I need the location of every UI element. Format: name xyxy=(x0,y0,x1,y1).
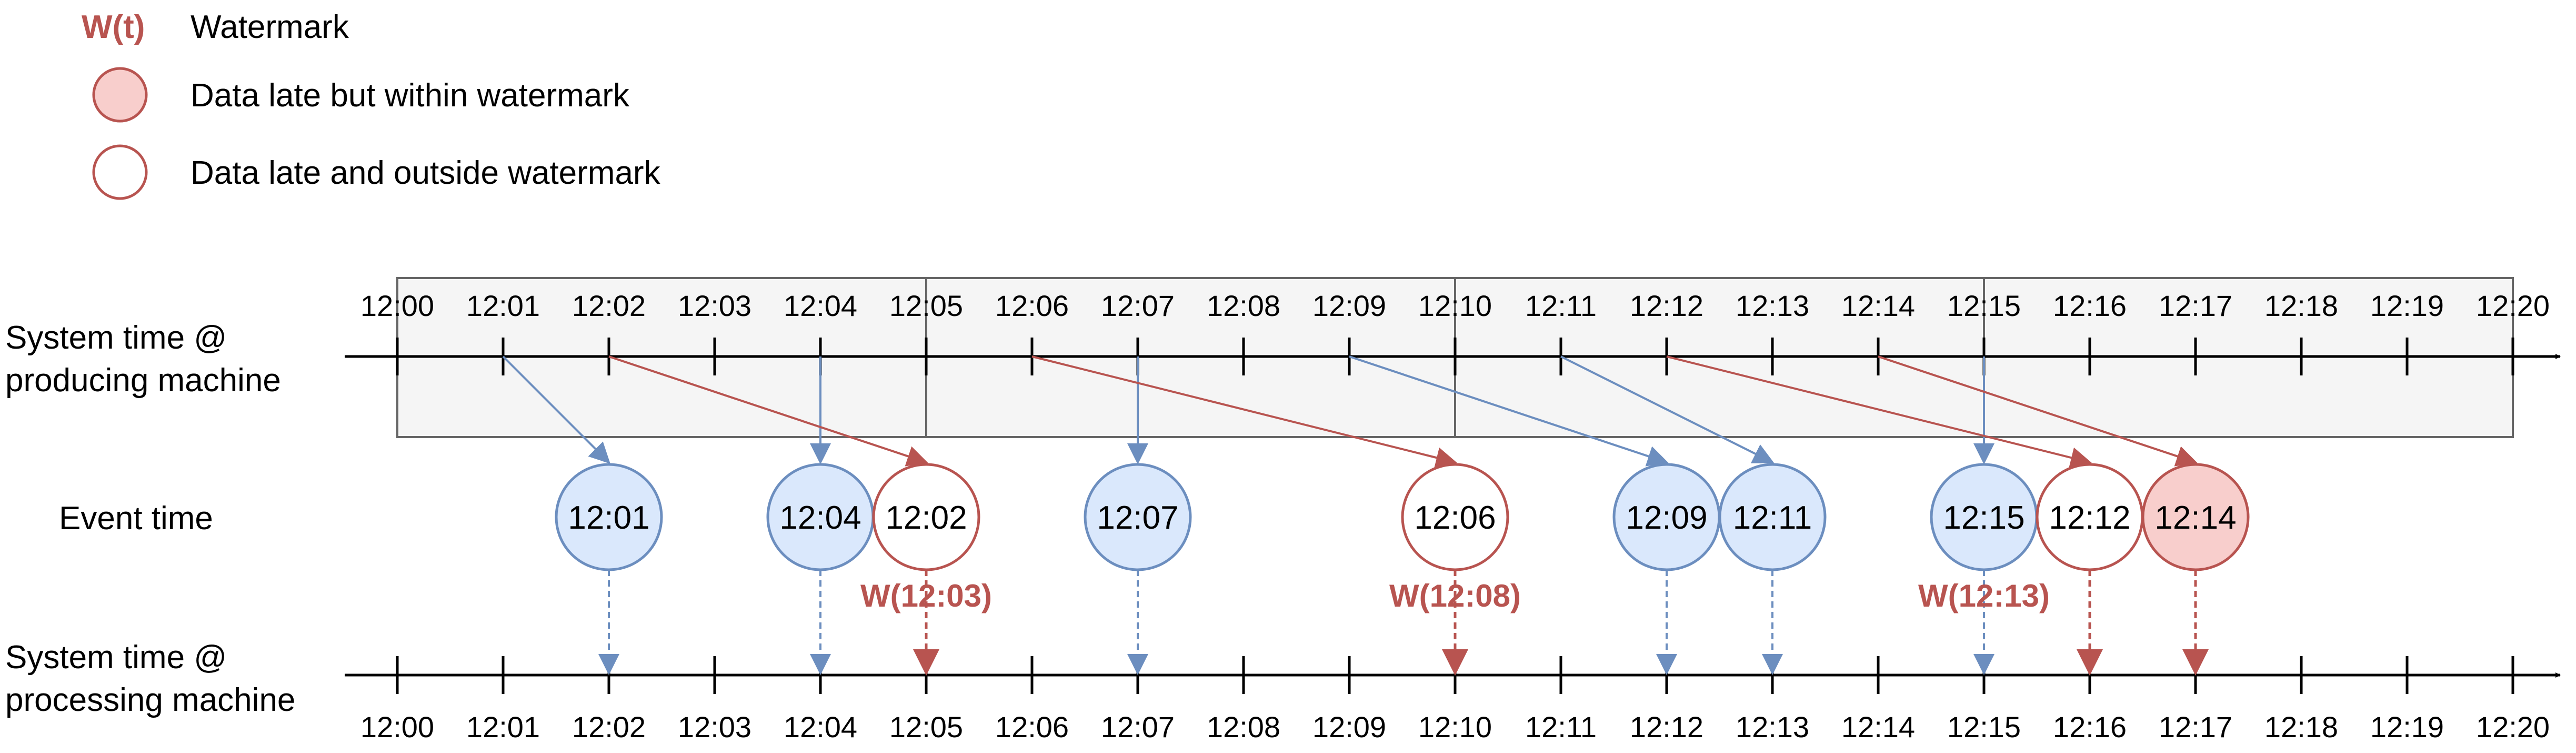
event-nodes: 12:01 12:04 12:02 12:07 12:06 12:09 12:11 12:15… xyxy=(555,463,2250,571)
producing-tick-label: 12:14 xyxy=(1841,289,1915,322)
producing-tick-label: 12:20 xyxy=(2476,289,2550,322)
producing-tick-label: 12:04 xyxy=(784,289,857,322)
producing-row-label-line2: producing machine xyxy=(5,362,281,399)
processing-row-label-line1: System time @ xyxy=(5,639,227,676)
producing-tick-label: 12:13 xyxy=(1736,289,1809,322)
emit-arrow xyxy=(1560,355,1775,463)
processing-tick-label: 12:09 xyxy=(1312,710,1386,744)
event-label: 12:15 xyxy=(1943,500,2024,536)
legend-watermark-symbol: W(t) xyxy=(82,9,145,45)
processing-tick-label: 12:05 xyxy=(889,710,963,744)
event-label: 12:11 xyxy=(1733,500,1812,536)
event-label: 12:07 xyxy=(1097,500,1178,536)
legend-late-outside-swatch xyxy=(92,144,148,200)
processing-row-label-line2: processing machine xyxy=(5,682,295,718)
event-circle xyxy=(1718,463,1827,571)
legend-late-outside-label: Data late and outside watermark xyxy=(191,155,661,191)
emit-arrow xyxy=(1349,355,1669,467)
event-circle xyxy=(1084,463,1192,571)
processing-tick-label: 12:16 xyxy=(2053,710,2127,744)
watermark-label: W(12:13) xyxy=(1918,578,2050,613)
processing-tick-label: 12:08 xyxy=(1207,710,1280,744)
processing-tick-label: 12:12 xyxy=(1630,710,1703,744)
processing-tick-label: 12:18 xyxy=(2264,710,2338,744)
producing-tick-label: 12:18 xyxy=(2264,289,2338,322)
processing-tick-label: 12:03 xyxy=(678,710,751,744)
emit-arrow xyxy=(1666,355,2092,468)
producing-row-label-line1: System time @ xyxy=(5,320,227,356)
row-labels: System time @ producing machine Event ti… xyxy=(5,320,295,718)
processing-tick-label: 12:06 xyxy=(995,710,1069,744)
producing-tick-label: 12:05 xyxy=(889,289,963,322)
producing-tick-label: 12:01 xyxy=(466,289,540,322)
event-label: 12:04 xyxy=(779,500,861,536)
emit-arrow xyxy=(1878,355,2198,467)
event-circle xyxy=(872,463,980,571)
producing-ticks xyxy=(396,338,2514,375)
producing-tick-labels: 12:00 12:01 12:02 12:03 12:04 12:05 12:06 12:07… xyxy=(360,289,2550,322)
event-label: 12:06 xyxy=(1414,500,1496,536)
processing-tick-label: 12:13 xyxy=(1736,710,1809,744)
producing-tick-label: 12:08 xyxy=(1207,289,1280,322)
processing-tick-label: 12:07 xyxy=(1101,710,1175,744)
event-circle xyxy=(555,463,663,571)
producing-tick-label: 12:07 xyxy=(1101,289,1175,322)
processing-tick-label: 12:14 xyxy=(1841,710,1915,744)
producing-tick-label: 12:06 xyxy=(995,289,1069,322)
legend-late-within-swatch xyxy=(92,67,148,123)
emit-arrow xyxy=(608,355,928,467)
process-arrows xyxy=(598,570,2209,676)
processing-tick-label: 12:17 xyxy=(2159,710,2232,744)
emit-arrows xyxy=(502,355,2198,468)
processing-tick-label: 12:19 xyxy=(2370,710,2444,744)
processing-tick-label: 12:11 xyxy=(1525,710,1597,744)
producing-tick-label: 12:12 xyxy=(1630,289,1703,322)
processing-tick-labels: 12:00 12:01 12:02 12:03 12:04 12:05 12:06 12:07… xyxy=(360,710,2550,744)
processing-timeline: 12:00 12:01 12:02 12:03 12:04 12:05 12:06 12:07… xyxy=(345,656,2561,744)
processing-tick-label: 12:20 xyxy=(2476,710,2550,744)
producing-tick-label: 12:10 xyxy=(1418,289,1492,322)
event-time-row-label: Event time xyxy=(59,500,213,537)
producing-tick-label: 12:02 xyxy=(572,289,646,322)
watermark-label: W(12:03) xyxy=(860,578,992,613)
event-label: 12:02 xyxy=(885,500,967,536)
processing-tick-label: 12:04 xyxy=(784,710,857,744)
producing-tick-label: 12:16 xyxy=(2053,289,2127,322)
event-label: 12:14 xyxy=(2154,500,2236,536)
processing-tick-label: 12:10 xyxy=(1418,710,1492,744)
producing-tick-label: 12:17 xyxy=(2159,289,2232,322)
event-label: 12:09 xyxy=(1626,500,1707,536)
legend-late-within-label: Data late but within watermark xyxy=(191,77,630,114)
processing-tick-label: 12:01 xyxy=(466,710,540,744)
producing-tick-label: 12:00 xyxy=(360,289,434,322)
event-circle xyxy=(1401,463,1509,571)
event-circle xyxy=(2141,463,2250,571)
producing-tick-label: 12:03 xyxy=(678,289,751,322)
emit-arrow xyxy=(1031,355,1457,468)
producing-tick-label: 12:19 xyxy=(2370,289,2444,322)
watermark-labels: W(12:03) W(12:08) W(12:13) xyxy=(860,578,2050,613)
processing-ticks xyxy=(396,656,2514,694)
legend-watermark-label: Watermark xyxy=(191,9,349,45)
watermark-label: W(12:08) xyxy=(1389,578,1521,613)
producing-tick-label: 12:11 xyxy=(1525,289,1597,322)
event-label: 12:01 xyxy=(568,500,649,536)
emit-arrow xyxy=(502,355,610,464)
producing-tick-label: 12:15 xyxy=(1947,289,2021,322)
processing-tick-label: 12:15 xyxy=(1947,710,2021,744)
processing-tick-label: 12:02 xyxy=(572,710,646,744)
event-label: 12:12 xyxy=(2049,500,2130,536)
producing-tick-label: 12:09 xyxy=(1312,289,1386,322)
processing-tick-label: 12:00 xyxy=(360,710,434,744)
legend: W(t) Watermark Data late but within wate… xyxy=(82,9,661,200)
